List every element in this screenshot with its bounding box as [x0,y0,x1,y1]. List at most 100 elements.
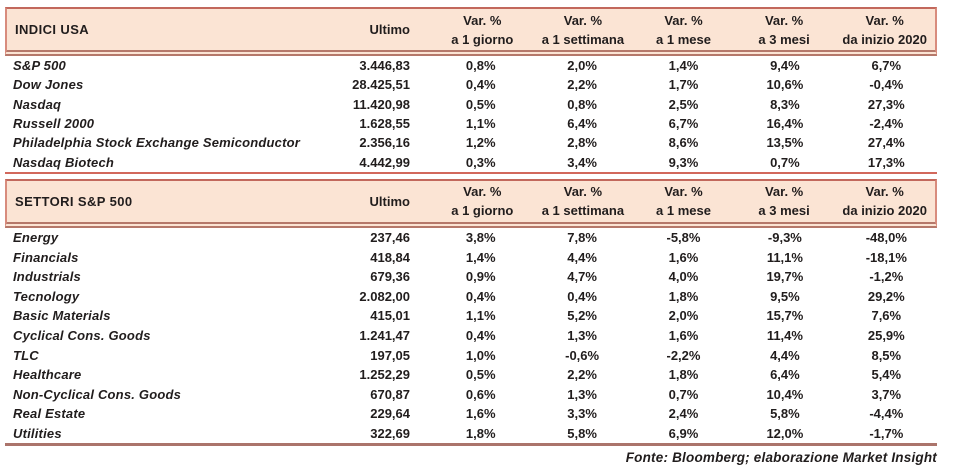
market-insight-report: INDICI USA Ultimo Var. % a 1 giorno Var. %… [5,7,937,466]
var-value: 0,9% [465,269,496,285]
var-value: 0,8% [465,58,496,74]
var-value: 1,6% [465,406,496,422]
var-value: 8,6% [668,135,699,151]
var-value: 1,1% [465,116,496,132]
var-value: 0,8% [567,96,597,112]
var-value: -1,2% [869,269,904,285]
table-row: Russell 2000 1.628,55 1,1% 6,4% 6,7% 16,4% -2,… [5,114,937,133]
var-value: 2,5% [668,96,699,112]
source-note: Fonte: Bloomberg; elaborazione Market In… [625,450,937,466]
var-value: 11,4% [766,328,803,344]
table-row: Non-Cyclical Cons. Goods 670,87 0,6% 1,3% 0,… [5,385,937,405]
var-value: 7,6% [871,308,902,324]
table-header-settori-sp500: SETTORI S&P 500 Ultimo Var. % a 1 giorno V… [5,178,937,228]
var-header-line1: Var. % [764,184,804,200]
var-value: 0,4% [465,77,496,93]
var-value: 9,3% [668,154,699,170]
var-value: 15,7% [766,308,804,324]
var-value: -1,7% [869,426,904,442]
var-value: 6,4% [770,367,800,383]
var-value: 9,5% [770,288,800,304]
var-value: 0,4% [465,288,496,304]
row-label: Healthcare [13,367,82,383]
var-value: 2,8% [567,135,597,151]
row-label: Financials [13,249,79,265]
var-value: 1,2% [465,135,496,151]
var-header-line2: a 1 settimana [541,31,625,47]
ultimo-value: 197,05 [370,347,410,363]
var-value: -18,1% [865,249,907,265]
var-value: 0,5% [465,96,496,112]
var-value: 1,4% [668,58,699,74]
row-label: Energy [13,230,59,246]
column-header-var: Var. % da inizio 2020 [834,11,935,49]
var-value: 1,4% [465,249,496,265]
column-header-var: Var. % a 1 giorno [432,11,533,49]
var-header-line2: a 1 settimana [541,203,625,219]
row-label: S&P 500 [13,58,66,74]
var-value: 13,5% [766,135,804,151]
ultimo-value: 322,69 [370,426,410,442]
table-row: Basic Materials 415,01 1,1% 5,2% 2,0% 15,7% 7,… [5,306,937,326]
var-value: 3,8% [465,230,496,246]
var-value: 1,3% [567,386,597,402]
table-row: Cyclical Cons. Goods 1.241,47 0,4% 1,3% 1,6%… [5,326,937,346]
table-indici-usa: INDICI USA Ultimo Var. % a 1 giorno Var. %… [5,7,937,174]
var-header-line1: Var. % [664,12,703,28]
var-value: -5,8% [666,230,701,246]
table-body-settori-sp500: Energy 237,46 3,8% 7,8% -5,8% -9,3% -48,0% Fina… [5,228,937,447]
table-header-indici-usa: INDICI USA Ultimo Var. % a 1 giorno Var. %… [5,7,937,56]
table-body-indici-usa: S&P 500 3.446,83 0,8% 2,0% 1,4% 9,4% 6,7% Dow J… [5,56,937,174]
ultimo-value: 415,01 [370,308,410,324]
ultimo-value: 1.241,47 [359,328,410,344]
ultimo-value: 11.420,98 [352,96,410,112]
row-label: Nasdaq Biotech [13,154,115,170]
var-value: 1,6% [668,249,699,265]
table-row: TLC 197,05 1,0% -0,6% -2,2% 4,4% 8,5% [5,345,937,365]
var-value: 2,0% [567,58,597,74]
column-header-var: Var. % a 1 mese [633,182,734,220]
ultimo-value: 4.442,99 [359,154,410,170]
row-label: Tecnology [13,288,80,304]
var-value: 2,0% [668,308,699,324]
column-header-var: Var. % da inizio 2020 [834,182,935,220]
var-header-line1: Var. % [865,184,904,200]
column-header-var: Var. % a 1 settimana [533,11,634,49]
var-value: 9,4% [770,58,800,74]
var-value: 0,6% [465,386,496,402]
var-value: 1,6% [668,328,699,344]
var-header-line1: Var. % [463,12,502,28]
var-value: -9,3% [767,230,802,246]
var-value: 25,9% [867,328,905,344]
var-value: 1,7% [668,77,699,93]
var-header-line2: da inizio 2020 [842,203,927,219]
column-header-ultimo: Ultimo [369,193,410,209]
row-label: TLC [13,347,39,363]
var-value: 2,4% [668,406,699,422]
var-value: 3,3% [567,406,597,422]
var-header-line1: Var. % [664,184,703,200]
var-header-line2: a 1 giorno [451,31,514,47]
var-header-line2: a 1 giorno [451,203,514,219]
var-value: 3,4% [567,154,597,170]
var-value: 12,0% [766,426,804,442]
var-value: 16,4% [766,116,804,132]
var-value: 5,8% [770,406,800,422]
column-header-var: Var. % a 1 settimana [533,182,634,220]
ultimo-value: 28.425,51 [352,77,410,93]
row-label: Dow Jones [13,77,84,93]
var-value: 4,7% [567,269,597,285]
table-row: Philadelphia Stock Exchange Semiconducto… [5,133,937,152]
column-header-var: Var. % a 3 mesi [734,11,835,49]
var-value: 7,8% [567,230,597,246]
var-value: 8,5% [871,347,902,363]
row-label: Nasdaq [13,96,62,112]
row-label: Real Estate [13,406,86,422]
var-header-line1: Var. % [563,184,603,200]
var-value: 1,8% [668,367,699,383]
var-value: 8,3% [770,96,800,112]
var-header-line1: Var. % [865,12,904,28]
table-row: S&P 500 3.446,83 0,8% 2,0% 1,4% 9,4% 6,7% [5,56,937,75]
var-value: 2,2% [567,367,597,383]
var-value: 10,6% [766,77,804,93]
